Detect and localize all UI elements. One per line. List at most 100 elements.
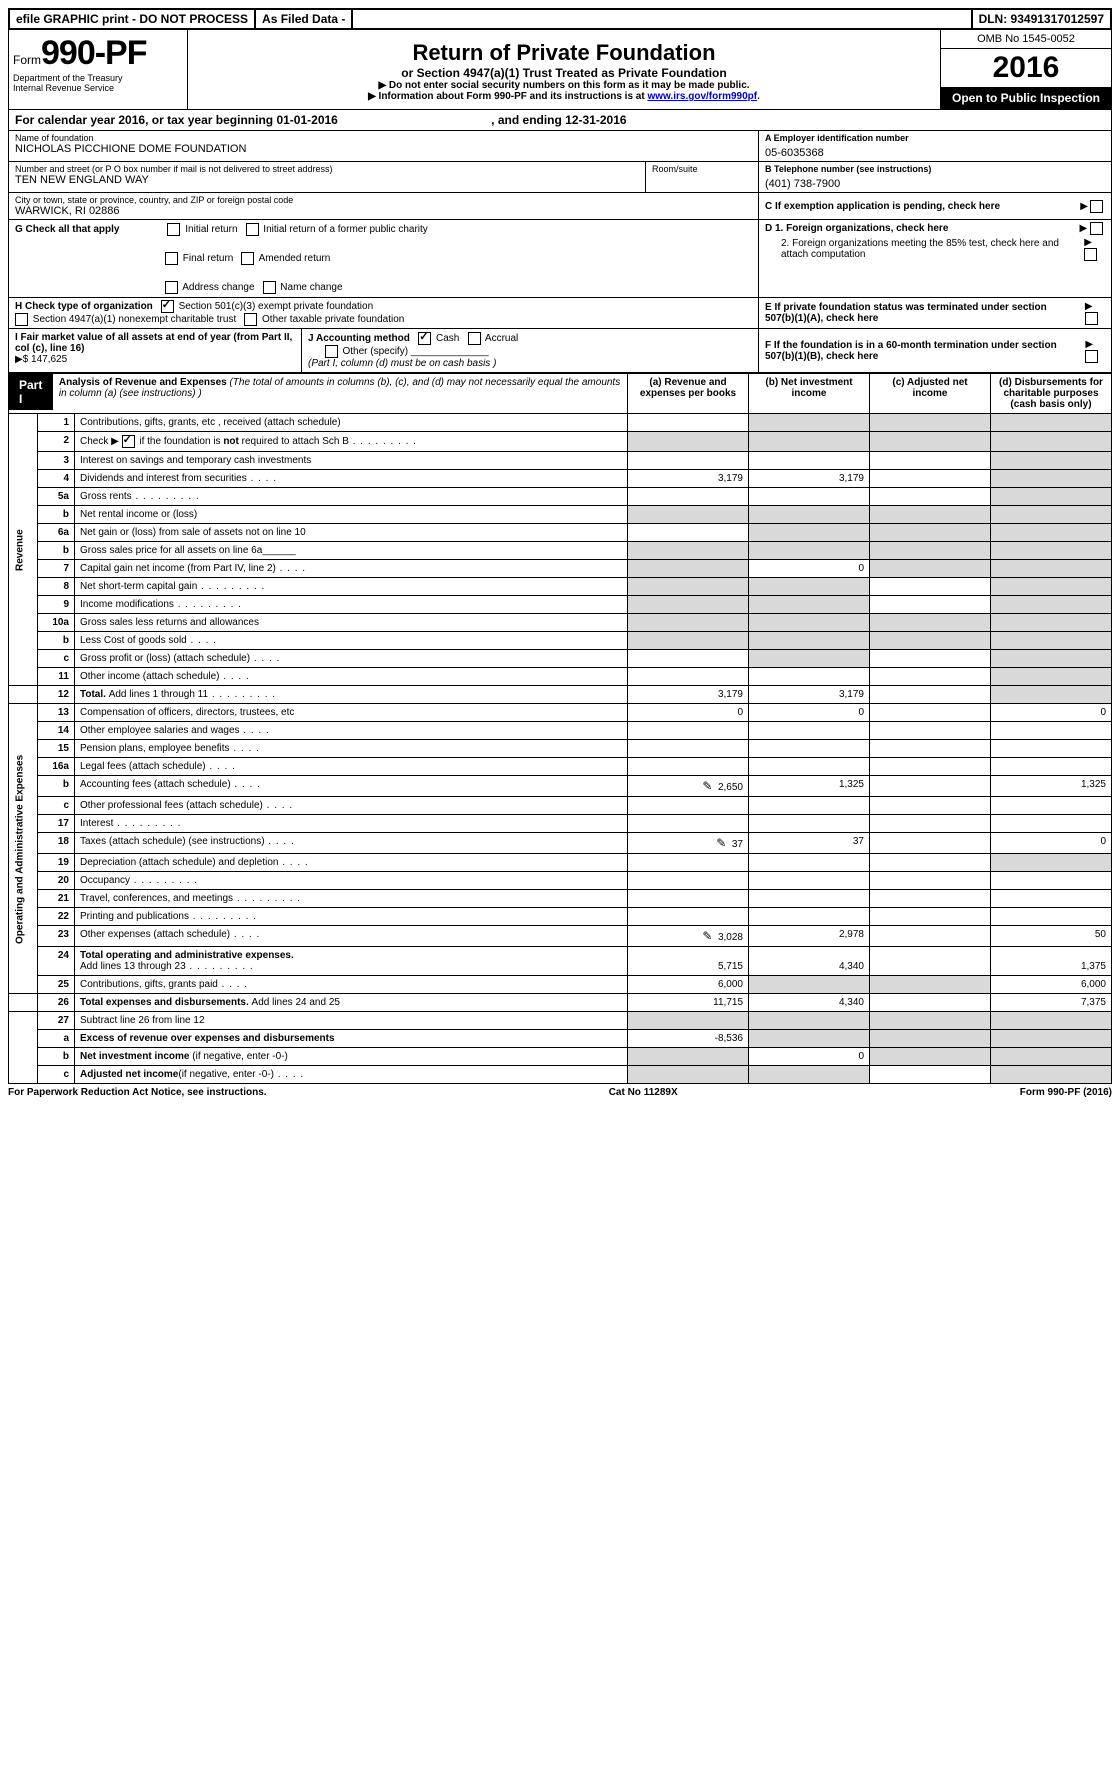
instruction-1: ▶ Do not enter social security numbers o… bbox=[198, 80, 930, 91]
h-501c3[interactable] bbox=[161, 300, 174, 313]
arrow-icon bbox=[1085, 339, 1093, 350]
row-10b: Less Cost of goods sold bbox=[75, 632, 628, 650]
h-4947[interactable] bbox=[15, 313, 28, 326]
room-label: Room/suite bbox=[652, 164, 752, 174]
row-16b: Accounting fees (attach schedule) bbox=[75, 776, 628, 797]
fmv-value: 147,625 bbox=[31, 354, 67, 365]
g-name-change[interactable] bbox=[263, 281, 276, 294]
row-6a: Net gain or (loss) from sale of assets n… bbox=[75, 524, 628, 542]
revenue-label: Revenue bbox=[9, 414, 38, 686]
row-12: Total. Add lines 1 through 11 bbox=[75, 686, 628, 704]
form-prefix: Form bbox=[13, 53, 41, 67]
d1-label: D 1. Foreign organizations, check here bbox=[765, 223, 948, 234]
dln: DLN: 93491317012597 bbox=[973, 10, 1110, 28]
row-5b: Net rental income or (loss) bbox=[75, 506, 628, 524]
row-1: Contributions, gifts, grants, etc , rece… bbox=[75, 414, 628, 432]
g-label: G Check all that apply bbox=[15, 224, 119, 235]
row-27: Subtract line 26 from line 12 bbox=[75, 1012, 628, 1030]
c-exemption-label: C If exemption application is pending, c… bbox=[765, 201, 1000, 212]
row-18: Taxes (attach schedule) (see instruction… bbox=[75, 833, 628, 854]
omb-number: OMB No 1545-0052 bbox=[941, 30, 1111, 49]
h-label: H Check type of organization bbox=[15, 301, 153, 312]
g-initial-former[interactable] bbox=[246, 223, 259, 236]
arrow-icon bbox=[1080, 223, 1088, 234]
row-10c: Gross profit or (loss) (attach schedule) bbox=[75, 650, 628, 668]
row-24: Total operating and administrative expen… bbox=[75, 947, 628, 976]
d2-checkbox[interactable] bbox=[1084, 248, 1097, 261]
row-5a: Gross rents bbox=[75, 488, 628, 506]
row-17: Interest bbox=[75, 815, 628, 833]
row-16a: Legal fees (attach schedule) bbox=[75, 758, 628, 776]
g-final-return[interactable] bbox=[165, 252, 178, 265]
row-26: Total expenses and disbursements. Add li… bbox=[75, 994, 628, 1012]
name-label: Name of foundation bbox=[15, 133, 752, 143]
row-11: Other income (attach schedule) bbox=[75, 668, 628, 686]
row-10a: Gross sales less returns and allowances bbox=[75, 614, 628, 632]
g-address-change[interactable] bbox=[165, 281, 178, 294]
g-amended-return[interactable] bbox=[241, 252, 254, 265]
f-checkbox[interactable] bbox=[1085, 350, 1098, 363]
paperwork-notice: For Paperwork Reduction Act Notice, see … bbox=[8, 1087, 267, 1098]
page-footer: For Paperwork Reduction Act Notice, see … bbox=[8, 1084, 1112, 1098]
form-header: Form990-PF Department of the Treasury In… bbox=[8, 30, 1112, 110]
j-cash[interactable] bbox=[418, 332, 431, 345]
c-checkbox[interactable] bbox=[1090, 200, 1103, 213]
d2-label: 2. Foreign organizations meeting the 85%… bbox=[765, 238, 1084, 260]
row-7: Capital gain net income (from Part IV, l… bbox=[75, 560, 628, 578]
row-2: Check ▶ if the foundation is not require… bbox=[75, 432, 628, 452]
e-checkbox[interactable] bbox=[1085, 312, 1098, 325]
expenses-label: Operating and Administrative Expenses bbox=[9, 704, 38, 994]
arrow-icon bbox=[1080, 200, 1088, 212]
irs-link[interactable]: www.irs.gov/form990pf bbox=[647, 91, 757, 102]
return-title: Return of Private Foundation bbox=[198, 40, 930, 66]
ein-label: A Employer identification number bbox=[765, 133, 1105, 143]
part1-label: Part I bbox=[9, 374, 53, 410]
attachment-icon[interactable] bbox=[716, 836, 726, 850]
row-27b: Net investment income (if negative, ente… bbox=[75, 1048, 628, 1066]
addr-label: Number and street (or P O box number if … bbox=[15, 164, 639, 174]
attachment-icon[interactable] bbox=[702, 929, 712, 943]
part1-title: Analysis of Revenue and Expenses bbox=[59, 377, 227, 388]
j-accrual[interactable] bbox=[468, 332, 481, 345]
arrow-icon bbox=[1085, 301, 1093, 312]
row-13: Compensation of officers, directors, tru… bbox=[75, 704, 628, 722]
h-other-taxable[interactable] bbox=[244, 313, 257, 326]
efile-notice: efile GRAPHIC print - DO NOT PROCESS bbox=[10, 10, 256, 28]
return-subtitle: or Section 4947(a)(1) Trust Treated as P… bbox=[198, 66, 930, 80]
row-14: Other employee salaries and wages bbox=[75, 722, 628, 740]
part1-table: Part I Analysis of Revenue and Expenses … bbox=[8, 373, 1112, 1084]
tax-year: 2016 bbox=[941, 49, 1111, 87]
row-20: Occupancy bbox=[75, 872, 628, 890]
row-15: Pension plans, employee benefits bbox=[75, 740, 628, 758]
instruction-2: ▶ Information about Form 990-PF and its … bbox=[198, 91, 930, 102]
open-public: Open to Public Inspection bbox=[941, 87, 1111, 109]
f-label: F If the foundation is in a 60-month ter… bbox=[765, 340, 1085, 362]
row-8: Net short-term capital gain bbox=[75, 578, 628, 596]
as-filed: As Filed Data - bbox=[256, 10, 353, 28]
row-3: Interest on savings and temporary cash i… bbox=[75, 452, 628, 470]
j-label: J Accounting method bbox=[308, 333, 410, 344]
phone-value: (401) 738-7900 bbox=[765, 174, 1105, 190]
form-ref: Form 990-PF (2016) bbox=[1020, 1087, 1112, 1098]
d1-checkbox[interactable] bbox=[1090, 222, 1103, 235]
row-4: Dividends and interest from securities bbox=[75, 470, 628, 488]
g-initial-return[interactable] bbox=[167, 223, 180, 236]
attachment-icon[interactable] bbox=[702, 779, 712, 793]
col-c-header: (c) Adjusted net income bbox=[870, 374, 991, 414]
row-21: Travel, conferences, and meetings bbox=[75, 890, 628, 908]
row-27c: Adjusted net income(if negative, enter -… bbox=[75, 1066, 628, 1084]
i-label: I Fair market value of all assets at end… bbox=[15, 332, 292, 354]
row-27a: Excess of revenue over expenses and disb… bbox=[75, 1030, 628, 1048]
e-label: E If private foundation status was termi… bbox=[765, 302, 1085, 324]
j-other[interactable] bbox=[325, 345, 338, 358]
schb-checkbox[interactable] bbox=[122, 435, 135, 448]
arrow-icon bbox=[1084, 237, 1092, 248]
foundation-name: NICHOLAS PICCHIONE DOME FOUNDATION bbox=[15, 143, 752, 155]
phone-label: B Telephone number (see instructions) bbox=[765, 164, 1105, 174]
city-label: City or town, state or province, country… bbox=[15, 195, 752, 205]
form-number: 990-PF bbox=[41, 34, 147, 72]
top-bar: efile GRAPHIC print - DO NOT PROCESS As … bbox=[8, 8, 1112, 30]
addr-value: TEN NEW ENGLAND WAY bbox=[15, 174, 639, 186]
row-25: Contributions, gifts, grants paid bbox=[75, 976, 628, 994]
col-b-header: (b) Net investment income bbox=[749, 374, 870, 414]
